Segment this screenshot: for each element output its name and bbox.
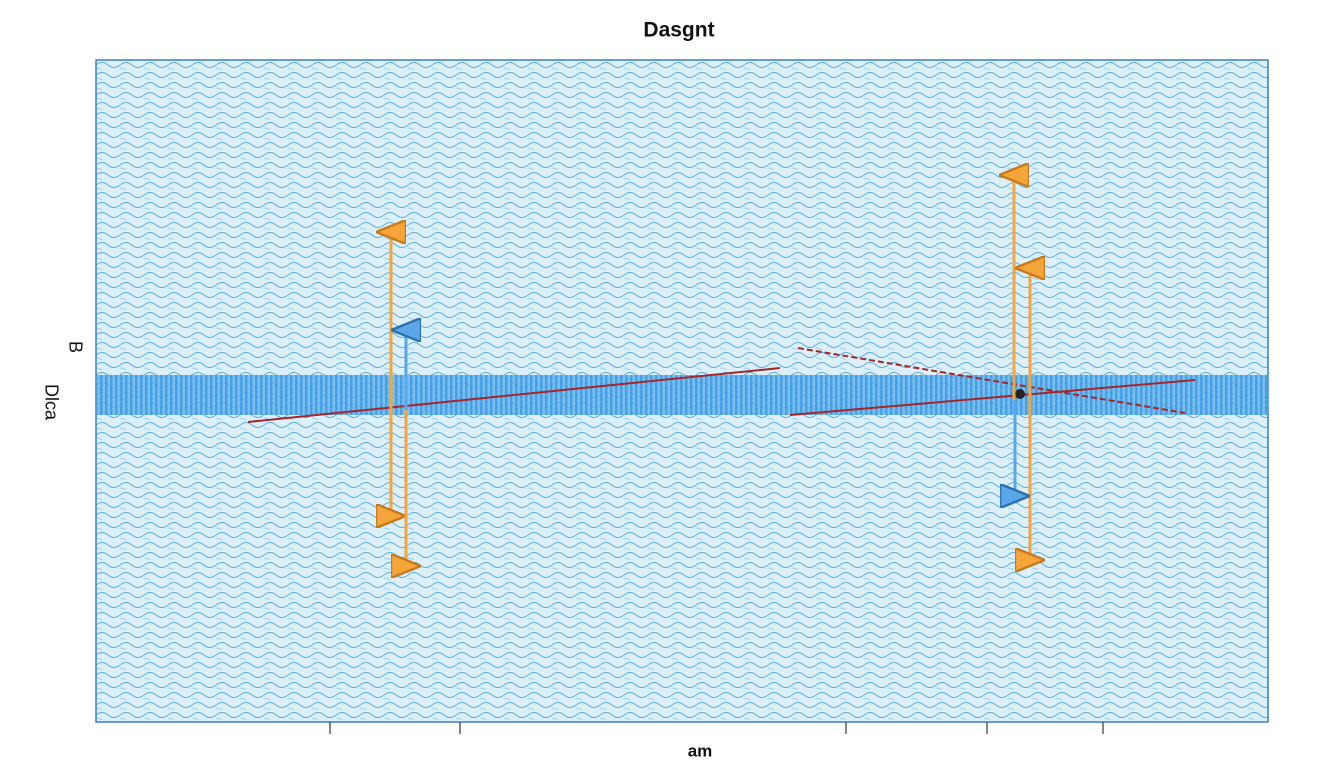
x-axis-label: am xyxy=(688,741,713,760)
y-marker: B xyxy=(65,341,85,353)
y-axis-label: Dlca xyxy=(41,384,61,421)
chart-title: Dasgnt xyxy=(643,19,714,42)
trend-lines xyxy=(247,347,1196,423)
intersection xyxy=(1015,389,1025,399)
dense-band xyxy=(97,375,1267,415)
arrows xyxy=(391,175,1030,566)
x-ticks xyxy=(329,722,1104,734)
